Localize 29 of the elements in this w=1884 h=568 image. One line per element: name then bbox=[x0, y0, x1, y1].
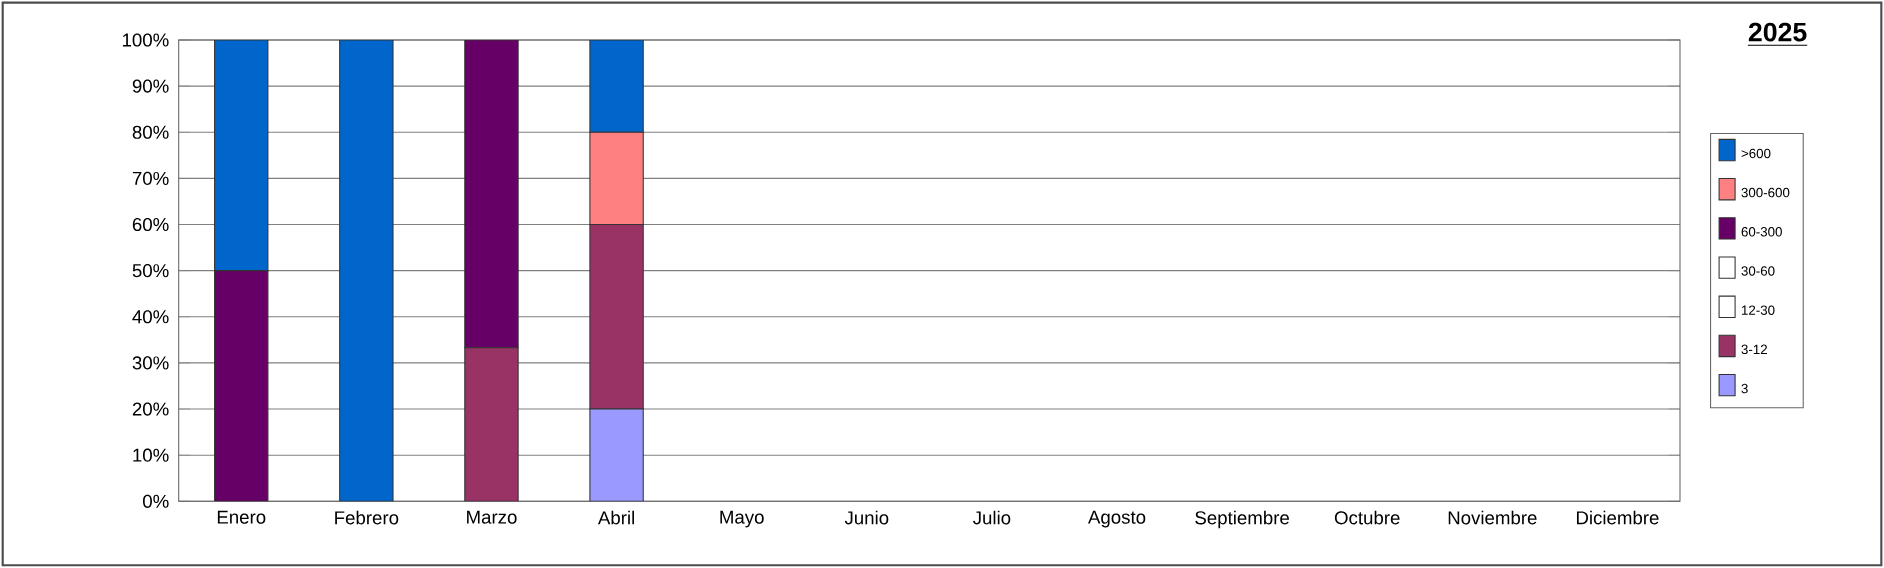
y-tick-label: 40% bbox=[132, 310, 169, 324]
x-tick-label: Junio bbox=[844, 510, 889, 525]
bar bbox=[339, 39, 394, 502]
y-tick-label: 100% bbox=[122, 33, 169, 47]
y-tick-label: 50% bbox=[132, 264, 169, 278]
x-tick-label: Marzo bbox=[467, 510, 517, 524]
y-tick-label: 30% bbox=[132, 356, 169, 370]
x-tick-label: Febrero bbox=[335, 510, 399, 525]
bar bbox=[589, 39, 644, 133]
x-tick-label: Agosto bbox=[1087, 510, 1146, 528]
y-tick-label: 70% bbox=[132, 171, 169, 185]
y-tick-label: 80% bbox=[132, 125, 169, 139]
y-tick-label: 20% bbox=[132, 402, 169, 416]
x-tick-label: Enero bbox=[217, 510, 266, 524]
x-tick-label: Julio bbox=[973, 510, 1011, 525]
bar bbox=[214, 270, 269, 502]
x-tick-label: Septiembre bbox=[1195, 510, 1289, 529]
bar bbox=[214, 39, 269, 272]
y-tick-label: 90% bbox=[132, 79, 169, 93]
text: 2025 bbox=[1748, 22, 1807, 42]
y-tick-label: 10% bbox=[133, 448, 169, 462]
x-tick-label: Abril bbox=[597, 510, 634, 525]
x-tick-label: Mayo bbox=[720, 510, 764, 528]
y-tick-label: 0% bbox=[143, 494, 169, 508]
x-tick-label: Diciembre bbox=[1576, 510, 1659, 525]
bar bbox=[464, 39, 519, 349]
x-tick-label: Noviembre bbox=[1448, 510, 1537, 525]
y-tick-label: 60% bbox=[132, 217, 169, 232]
x-tick-label: Octubre bbox=[1334, 510, 1400, 525]
